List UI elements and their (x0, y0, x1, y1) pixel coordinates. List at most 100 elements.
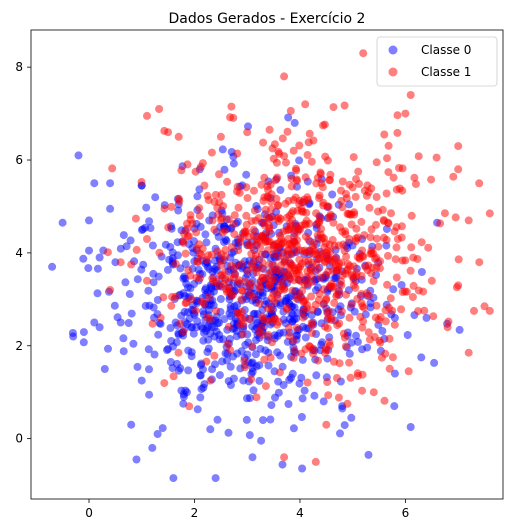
point (358, 302, 367, 311)
point (299, 297, 308, 306)
point (284, 196, 293, 205)
point (330, 241, 339, 250)
point (323, 156, 332, 165)
point (245, 290, 254, 299)
point (310, 391, 319, 400)
point (289, 336, 298, 345)
point (454, 255, 463, 264)
point (427, 276, 436, 285)
point (349, 262, 358, 271)
point (318, 233, 327, 242)
point (417, 353, 426, 362)
point (297, 221, 306, 230)
point (103, 248, 112, 257)
point (347, 220, 356, 229)
point (179, 274, 188, 283)
point (197, 251, 206, 260)
point (106, 179, 115, 188)
point (164, 223, 173, 232)
point (330, 298, 339, 307)
point (218, 145, 227, 154)
point (395, 164, 403, 172)
point (308, 329, 317, 337)
point (172, 338, 181, 347)
point (389, 285, 398, 294)
point (432, 153, 441, 162)
point (287, 174, 296, 183)
point (166, 358, 175, 366)
point (133, 275, 142, 284)
point (384, 251, 392, 260)
point (131, 214, 140, 223)
point (288, 215, 297, 224)
point (121, 278, 130, 287)
point (353, 337, 362, 346)
point (226, 362, 235, 371)
point (274, 377, 283, 386)
point (145, 365, 153, 374)
point (145, 217, 154, 226)
point (274, 147, 283, 156)
point (265, 260, 274, 269)
point (240, 363, 249, 372)
point (256, 277, 265, 286)
point (235, 188, 244, 197)
point (290, 248, 298, 257)
point (267, 305, 276, 314)
point (297, 349, 306, 358)
point (278, 134, 287, 143)
point (106, 286, 115, 294)
point (145, 390, 154, 399)
point (258, 258, 267, 267)
point (256, 284, 265, 293)
point (355, 179, 363, 188)
point (206, 315, 215, 323)
point (377, 353, 386, 362)
point (236, 234, 245, 242)
point (384, 303, 393, 312)
point (342, 190, 350, 198)
point (301, 257, 310, 266)
point (212, 306, 221, 315)
point (221, 252, 230, 261)
point (309, 250, 318, 258)
point (338, 203, 347, 212)
point (198, 159, 207, 168)
point (307, 292, 316, 301)
point (414, 152, 423, 161)
point (143, 276, 151, 285)
point (449, 172, 458, 181)
x-tick-label: 0 (85, 506, 93, 520)
point (301, 100, 310, 109)
point (227, 261, 236, 270)
point (85, 216, 93, 225)
point (364, 450, 373, 459)
point (184, 266, 193, 275)
point (387, 209, 395, 218)
point (100, 365, 109, 373)
point (308, 306, 317, 314)
point (248, 367, 257, 376)
y-tick-label: 4 (15, 246, 23, 260)
point (199, 383, 208, 392)
point (263, 316, 272, 325)
point (398, 256, 407, 265)
point (291, 164, 300, 173)
point (455, 325, 464, 334)
point (227, 243, 236, 251)
point (223, 340, 232, 348)
point (397, 281, 406, 289)
point (204, 196, 213, 205)
point (315, 289, 324, 298)
point (295, 156, 304, 165)
point (351, 192, 360, 201)
point (374, 242, 383, 251)
point (391, 255, 400, 264)
point (290, 346, 299, 355)
point (299, 322, 307, 331)
point (196, 393, 205, 402)
point (206, 425, 215, 434)
point (404, 367, 413, 376)
point (337, 258, 346, 267)
point (353, 233, 362, 242)
